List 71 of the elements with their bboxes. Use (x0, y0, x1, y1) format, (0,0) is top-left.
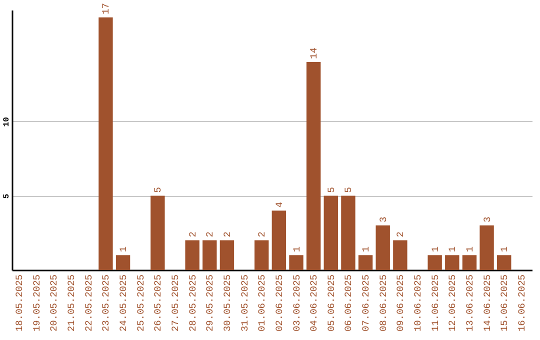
x-tick-label: 11.06.2025 (430, 274, 441, 332)
bar (462, 255, 477, 270)
data-label: 2 (395, 231, 406, 238)
bar (358, 255, 373, 270)
x-tick-label: 01.06.2025 (256, 274, 268, 332)
x-tick-label: 21.05.2025 (66, 274, 78, 332)
x-tick-label: 25.05.2025 (135, 274, 146, 332)
bar (116, 255, 130, 270)
data-label: 1 (464, 246, 476, 252)
x-tick-label: 22.05.2025 (83, 274, 94, 332)
data-label: 3 (378, 216, 389, 222)
x-tick-label: 23.05.2025 (100, 274, 112, 332)
data-label: 1 (360, 246, 372, 252)
bar (220, 240, 234, 270)
data-label: 2 (204, 231, 216, 238)
x-tick-label: 27.05.2025 (170, 274, 181, 332)
x-tick-label: 13.06.2025 (464, 274, 476, 332)
x-tick-label: 30.05.2025 (222, 274, 233, 332)
x-tick-label: 19.05.2025 (31, 274, 42, 332)
bar (480, 225, 494, 270)
x-tick-label: 18.05.2025 (14, 274, 26, 332)
data-label: 2 (222, 231, 233, 238)
x-tick-label: 03.06.2025 (291, 274, 302, 332)
x-tick-label: 31.05.2025 (239, 274, 250, 332)
data-label: 1 (430, 246, 441, 252)
x-tick-label: 24.05.2025 (118, 274, 130, 332)
bar (98, 17, 113, 270)
bar (497, 255, 512, 270)
x-tick-label: 26.05.2025 (152, 274, 164, 332)
bar (393, 240, 408, 270)
bar (428, 255, 442, 270)
x-tick-label: 04.06.2025 (308, 274, 320, 332)
bar (306, 62, 321, 270)
data-label: 17 (100, 3, 112, 14)
bar (324, 196, 338, 270)
data-label: 5 (152, 186, 164, 193)
x-tick-label: 07.06.2025 (360, 274, 372, 332)
data-label: 2 (256, 231, 268, 238)
bar (341, 196, 356, 270)
bar (289, 255, 304, 270)
data-label: 1 (118, 246, 130, 252)
y-tick-label: 10 (2, 116, 12, 127)
data-label: 3 (482, 216, 493, 222)
data-label: 5 (343, 186, 354, 193)
x-tick-label: 08.06.2025 (378, 274, 389, 332)
data-label: 1 (499, 246, 510, 252)
bar (185, 240, 200, 270)
x-tick-label: 20.05.2025 (48, 274, 60, 332)
x-tick-label: 12.06.2025 (447, 274, 458, 332)
x-tick-label: 28.05.2025 (187, 274, 198, 332)
x-tick-label: 05.06.2025 (326, 274, 337, 332)
data-label: 14 (308, 47, 320, 59)
bar (150, 196, 165, 270)
bar (445, 255, 460, 270)
bar (376, 225, 390, 270)
data-label: 5 (326, 186, 337, 193)
bar (202, 240, 217, 270)
bar (254, 240, 269, 270)
data-label: 2 (187, 231, 198, 238)
x-tick-label: 09.06.2025 (395, 274, 406, 332)
x-tick-label: 15.06.2025 (499, 274, 510, 332)
x-tick-label: 14.06.2025 (482, 274, 493, 332)
x-tick-label: 10.06.2025 (412, 274, 424, 332)
x-tick-label: 02.06.2025 (274, 274, 285, 332)
data-label: 1 (291, 246, 302, 252)
x-tick-label: 16.06.2025 (516, 274, 528, 332)
data-label: 1 (447, 246, 458, 252)
bar (272, 210, 286, 270)
data-label: 4 (274, 202, 285, 208)
x-tick-label: 29.05.2025 (204, 274, 216, 332)
x-tick-label: 06.06.2025 (343, 274, 354, 332)
